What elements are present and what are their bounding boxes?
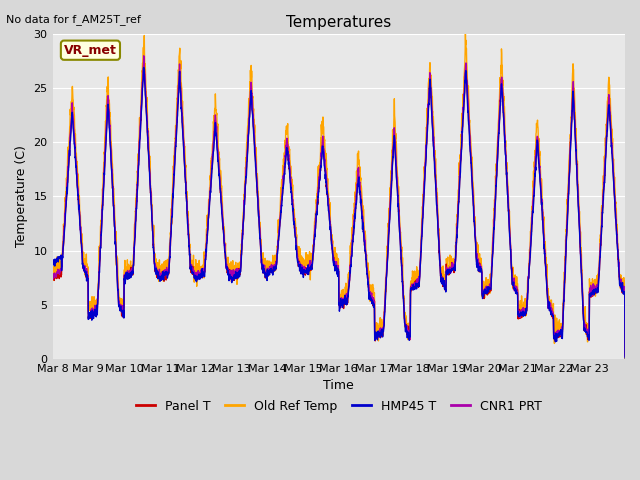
- HMP45 T: [106, 132, 113, 138]
- CNR1 PRT: [511, 287, 519, 292]
- Old Ref Temp: [229, 271, 237, 276]
- Old Ref Temp: [621, 356, 629, 361]
- Old Ref Temp: [461, 31, 469, 37]
- Old Ref Temp: [544, 291, 552, 297]
- Text: No data for f_AM25T_ref: No data for f_AM25T_ref: [6, 14, 141, 25]
- Old Ref Temp: [49, 273, 56, 279]
- Old Ref Temp: [613, 222, 621, 228]
- HMP45 T: [230, 277, 237, 283]
- Line: Panel T: Panel T: [52, 60, 625, 355]
- Panel T: [621, 352, 629, 358]
- Panel T: [374, 333, 381, 338]
- HMP45 T: [140, 65, 148, 71]
- Y-axis label: Temperature (C): Temperature (C): [15, 145, 28, 247]
- Old Ref Temp: [511, 281, 519, 287]
- CNR1 PRT: [140, 53, 148, 59]
- Old Ref Temp: [106, 113, 113, 119]
- Panel T: [106, 129, 113, 135]
- Panel T: [544, 298, 552, 304]
- CNR1 PRT: [230, 272, 237, 278]
- CNR1 PRT: [106, 123, 113, 129]
- CNR1 PRT: [544, 296, 552, 302]
- CNR1 PRT: [621, 353, 629, 359]
- Panel T: [140, 57, 148, 63]
- CNR1 PRT: [49, 273, 56, 279]
- CNR1 PRT: [613, 232, 621, 238]
- Title: Temperatures: Temperatures: [286, 15, 392, 30]
- Line: HMP45 T: HMP45 T: [52, 68, 625, 358]
- Line: Old Ref Temp: Old Ref Temp: [52, 34, 625, 359]
- HMP45 T: [613, 240, 621, 245]
- Line: CNR1 PRT: CNR1 PRT: [52, 56, 625, 356]
- HMP45 T: [544, 296, 552, 302]
- Panel T: [230, 274, 237, 279]
- HMP45 T: [49, 261, 56, 267]
- Panel T: [511, 286, 519, 291]
- Legend: Panel T, Old Ref Temp, HMP45 T, CNR1 PRT: Panel T, Old Ref Temp, HMP45 T, CNR1 PRT: [131, 395, 547, 418]
- CNR1 PRT: [374, 335, 381, 340]
- Text: VR_met: VR_met: [64, 44, 117, 57]
- HMP45 T: [374, 337, 381, 343]
- Old Ref Temp: [373, 332, 381, 337]
- Panel T: [613, 238, 621, 244]
- X-axis label: Time: Time: [323, 379, 354, 392]
- HMP45 T: [621, 355, 629, 361]
- Panel T: [49, 271, 56, 277]
- HMP45 T: [511, 286, 519, 291]
